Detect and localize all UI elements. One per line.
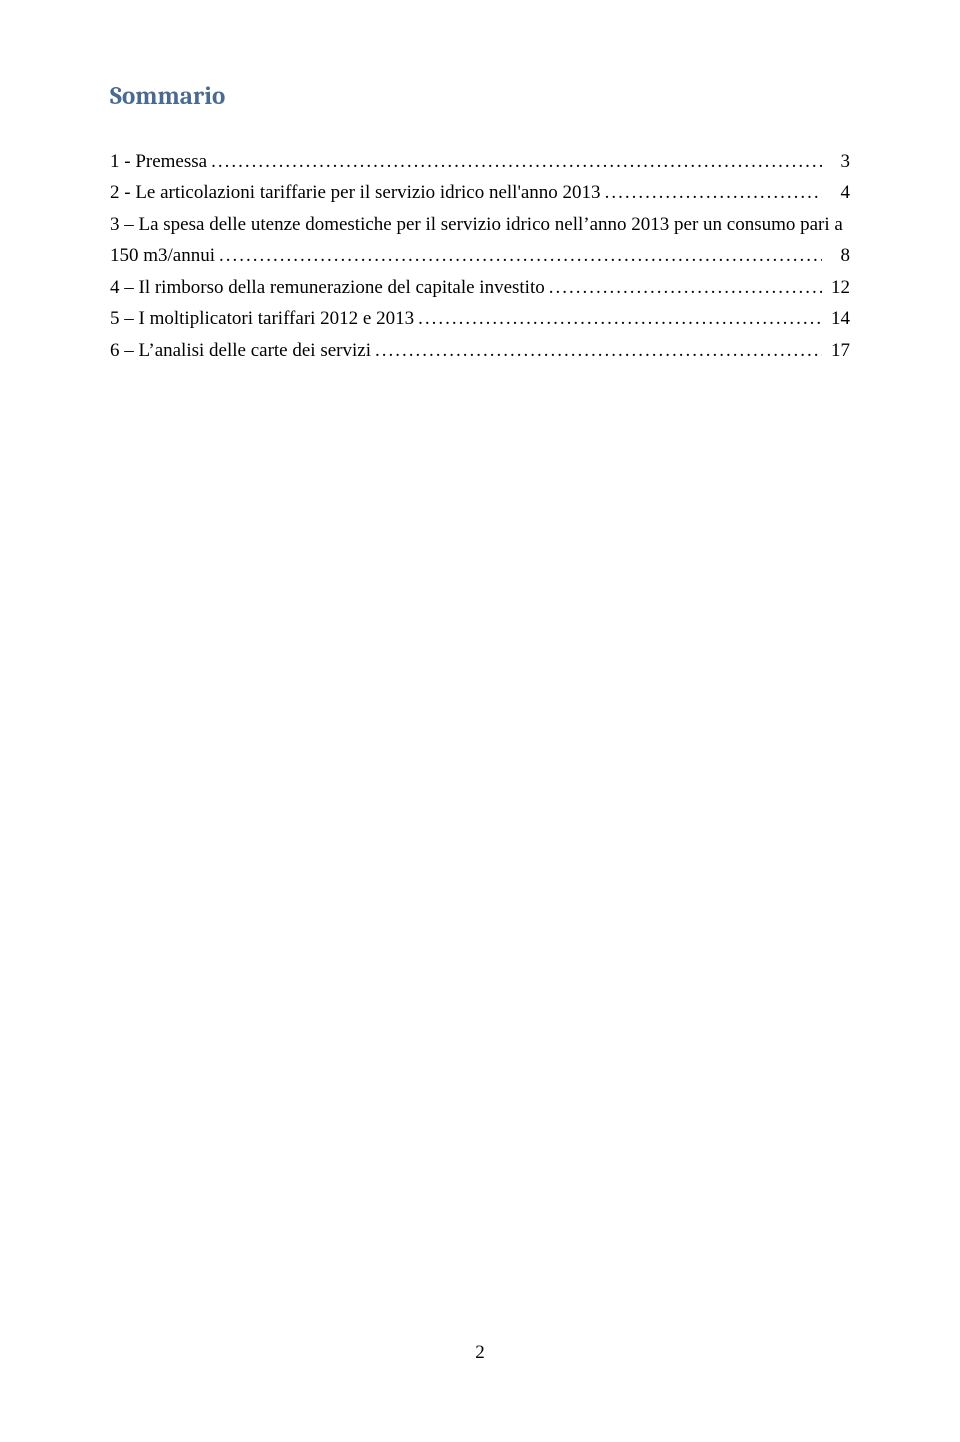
toc-leader: [375, 336, 822, 365]
toc-entry-page: 14: [826, 304, 850, 333]
document-page: Sommario 1 - Premessa 3 2 - Le articolaz…: [0, 0, 960, 1442]
toc-entry: 1 - Premessa 3: [110, 147, 850, 176]
toc-leader: [211, 147, 822, 176]
toc-entry: 6 – L’analisi delle carte dei servizi 17: [110, 336, 850, 365]
table-of-contents: 1 - Premessa 3 2 - Le articolazioni tari…: [110, 147, 850, 365]
toc-entry: 150 m3/annui 8: [110, 241, 850, 270]
toc-entry-text: 5 – I moltiplicatori tariffari 2012 e 20…: [110, 304, 414, 333]
toc-entry-text: 150 m3/annui: [110, 241, 215, 270]
toc-entry-page: 17: [826, 336, 850, 365]
toc-entry-page: 12: [826, 273, 850, 302]
toc-entry-text: 1 - Premessa: [110, 147, 207, 176]
toc-entry: 5 – I moltiplicatori tariffari 2012 e 20…: [110, 304, 850, 333]
toc-entry-continuation: 3 – La spesa delle utenze domestiche per…: [110, 210, 850, 239]
toc-leader: [418, 304, 822, 333]
toc-entry-page: 4: [826, 178, 850, 207]
toc-leader: [219, 241, 822, 270]
toc-heading: Sommario: [110, 82, 850, 111]
toc-leader: [605, 178, 822, 207]
toc-entry-page: 8: [826, 241, 850, 270]
toc-entry: 4 – Il rimborso della remunerazione del …: [110, 273, 850, 302]
page-number: 2: [0, 1342, 960, 1364]
toc-leader: [549, 273, 822, 302]
toc-entry-text: 6 – L’analisi delle carte dei servizi: [110, 336, 371, 365]
toc-entry-text: 4 – Il rimborso della remunerazione del …: [110, 273, 545, 302]
toc-entry-text: 2 - Le articolazioni tariffarie per il s…: [110, 178, 601, 207]
toc-entry: 2 - Le articolazioni tariffarie per il s…: [110, 178, 850, 207]
toc-entry-page: 3: [826, 147, 850, 176]
toc-entry-text: 3 – La spesa delle utenze domestiche per…: [110, 210, 843, 239]
